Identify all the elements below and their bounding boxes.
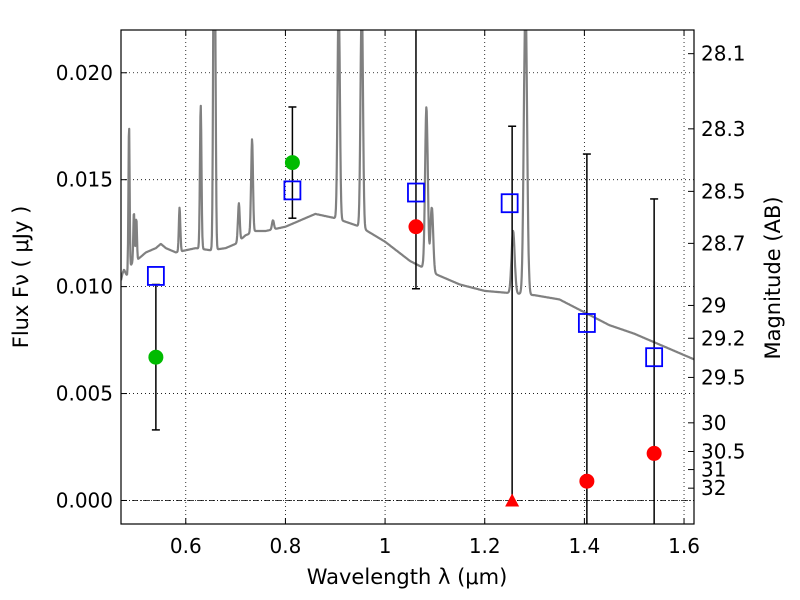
y2-axis-label: Magnitude (AB): [761, 196, 785, 359]
model-square-marker: [146, 266, 165, 286]
x-tick-label: 1.2: [469, 534, 501, 558]
y-tick-label: 0.000: [56, 488, 113, 512]
x-tick-label: 1.4: [568, 534, 600, 558]
mag-tick-label: 28.5: [701, 179, 746, 203]
grid: [121, 30, 694, 524]
green-point-marker: [148, 349, 164, 365]
red-point-marker: [646, 445, 662, 461]
model-square-marker: [283, 180, 302, 201]
axis-ticks: 0.6 0.8 1 1.2 1.4 1.6 0.000 0.005 0.010 0.015 0.02…: [56, 30, 746, 558]
model-square-marker: [577, 313, 596, 333]
model-square-marker: [645, 347, 664, 368]
mag-tick-label: 29.2: [701, 326, 746, 350]
mag-tick-label: 29.5: [701, 365, 746, 389]
green-point-marker: [284, 155, 300, 171]
x-axis-label: Wavelength λ (μm): [307, 565, 508, 589]
mag-tick-label: 30: [701, 411, 726, 435]
mag-tick-label: 31: [701, 458, 726, 482]
mag-tick-label: 30.5: [701, 439, 746, 463]
y-tick-label: 0.005: [56, 382, 113, 406]
red-point-marker: [579, 473, 595, 489]
plot-frame: [120, 29, 695, 525]
x-tick-label: 0.6: [170, 534, 202, 558]
mag-tick-label: 28.1: [701, 42, 746, 66]
mag-tick-label: 29: [701, 293, 726, 317]
y-tick-label: 0.015: [56, 168, 113, 192]
mag-tick-label: 28.3: [701, 117, 746, 141]
model-square-marker: [500, 193, 519, 214]
x-tick-label: 0.8: [270, 534, 302, 558]
mag-tick-label: 28.7: [701, 231, 746, 255]
x-tick-label: 1.6: [668, 534, 700, 558]
mag-tick-label: 32: [701, 476, 726, 500]
spectrum-line: [121, 30, 694, 361]
y-axis-label: Flux Fν ( μJy ): [9, 206, 33, 349]
x-tick-label: 1: [379, 534, 392, 558]
plot-area: [121, 30, 694, 524]
y-tick-label: 0.010: [56, 275, 113, 299]
model-square-marker: [407, 182, 425, 203]
y-tick-label: 0.020: [56, 61, 113, 85]
red-triangle-marker: [505, 493, 520, 507]
red-point-marker: [408, 219, 424, 235]
